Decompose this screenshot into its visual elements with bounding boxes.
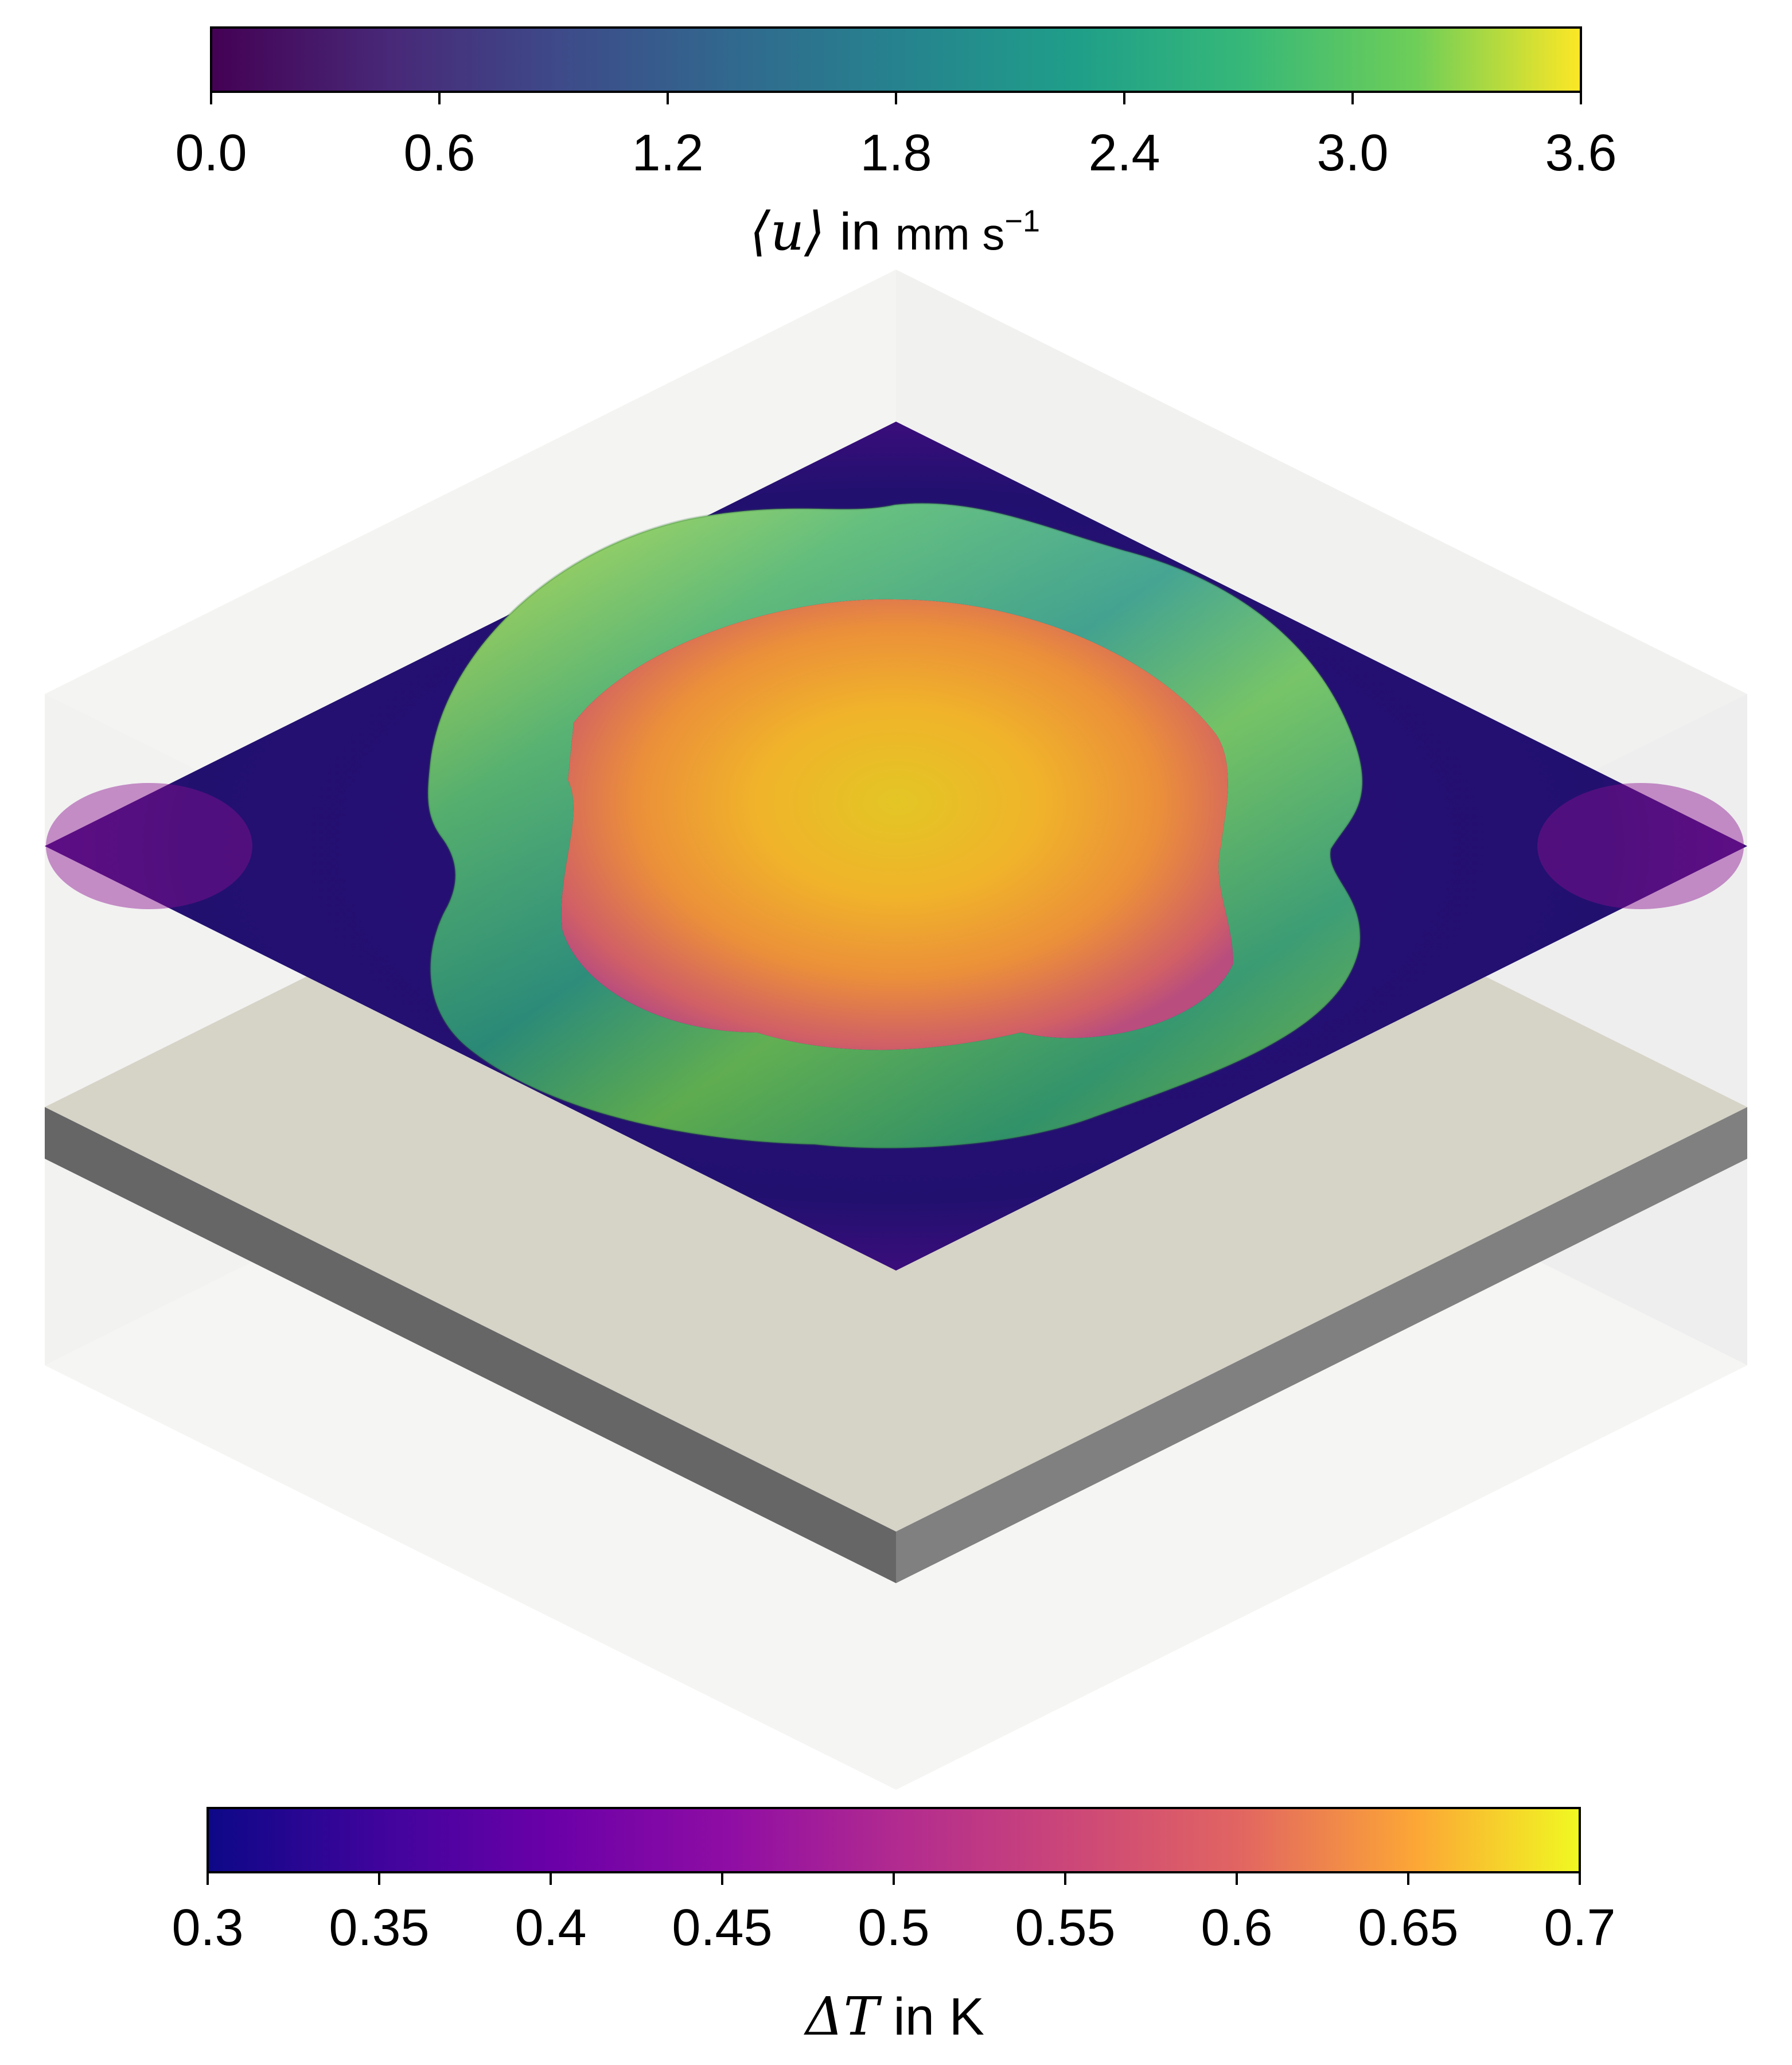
velocity-tick-label: 2.4 — [1088, 124, 1160, 182]
temperature-title-in: in — [893, 1988, 935, 2046]
slice-left-glow — [46, 783, 252, 909]
temperature-colorbar-title: ΔT in K — [805, 1988, 984, 2046]
velocity-tick-label: 3.6 — [1545, 124, 1617, 182]
velocity-tick-label: 0.6 — [403, 124, 476, 182]
velocity-tick-label: 3.0 — [1316, 124, 1389, 182]
velocity-tick-label: 0.0 — [175, 124, 247, 182]
velocity-symbol: ⟨u⟩ — [750, 201, 825, 262]
velocity-tick-label: 1.2 — [632, 124, 704, 182]
velocity-tick-label: 1.8 — [860, 124, 932, 182]
velocity-colorbar-title: ⟨u⟩ in mm s−1 — [750, 202, 1040, 261]
temperature-colorbar — [207, 1807, 1581, 1885]
velocity-colorbar — [210, 26, 1582, 104]
plate-left-side — [45, 1107, 896, 1583]
temperature-tick-label: 0.6 — [1201, 1899, 1273, 1957]
velocity-colorbar-gradient — [210, 26, 1582, 93]
temperature-colorbar-gradient — [207, 1807, 1581, 1873]
temperature-symbol: ΔT — [805, 1986, 879, 2047]
temperature-tick-label: 0.55 — [1015, 1899, 1116, 1957]
temperature-colorbar-ticks — [207, 1872, 1581, 1885]
plate-right-side — [896, 1107, 1747, 1583]
temperature-unit: K — [949, 1988, 984, 2046]
temperature-tick-label: 0.3 — [172, 1899, 244, 1957]
temperature-tick-label: 0.7 — [1544, 1899, 1616, 1957]
velocity-unit: mm s — [895, 209, 1005, 259]
temperature-tick-label: 0.4 — [515, 1899, 587, 1957]
ring-outer-outline — [427, 502, 1364, 1150]
velocity-colorbar-ticks — [210, 92, 1582, 104]
temperature-tick-label: 0.45 — [672, 1899, 773, 1957]
plume-surface — [561, 599, 1233, 1050]
velocity-title-in: in — [839, 202, 881, 261]
velocity-unit-exponent: −1 — [1004, 204, 1040, 239]
slice-right-glow — [1537, 783, 1744, 909]
temperature-tick-label: 0.35 — [329, 1899, 430, 1957]
temperature-tick-label: 0.5 — [858, 1899, 930, 1957]
temperature-tick-label: 0.65 — [1358, 1899, 1459, 1957]
